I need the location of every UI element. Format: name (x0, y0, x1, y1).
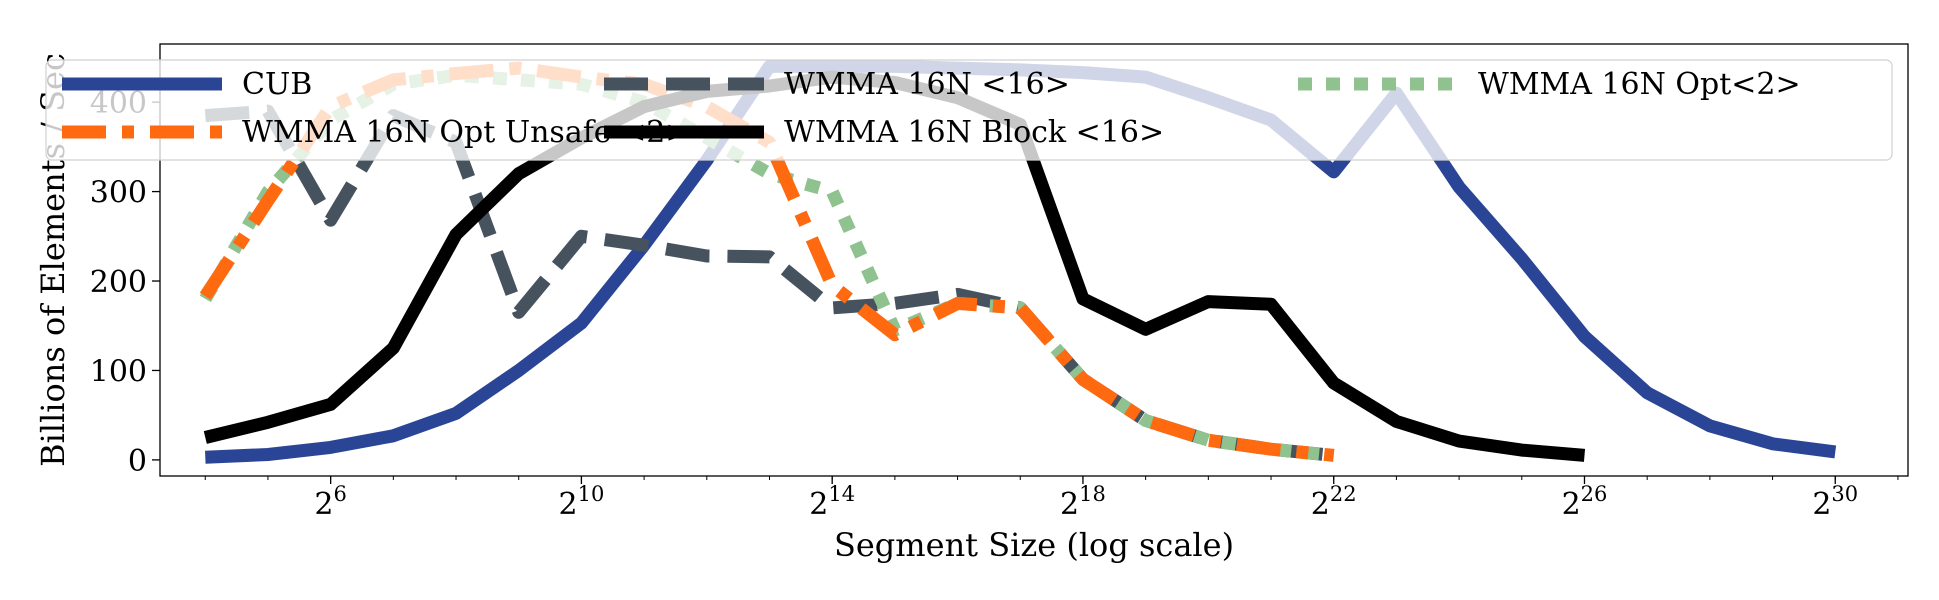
x-tick-label-3: 218 (1060, 482, 1106, 522)
y-tick-label-1: 100 (90, 354, 147, 389)
series-line-1 (204, 104, 1335, 462)
legend: CUB WMMA 16N <16> WMMA 16N Opt<2> WMMA 16N … (45, 59, 1893, 161)
plot-frame (159, 43, 1909, 477)
x-axis-label: Segment Size (log scale) (834, 526, 1234, 564)
y-tick-label-2: 200 (90, 265, 147, 300)
x-tick-label-5: 226 (1562, 482, 1608, 522)
y-tick-label-0: 0 (128, 444, 147, 479)
y-tick-label-3: 300 (90, 176, 147, 211)
x-tick-label-0: 26 (314, 482, 346, 522)
legend-frame (45, 59, 1893, 161)
x-tick-label-2: 214 (809, 482, 855, 522)
x-tick-label-1: 210 (559, 482, 605, 522)
legend-label-4: WMMA 16N Block <16> (784, 115, 1164, 150)
x-tick-label-4: 222 (1311, 482, 1357, 522)
x-tick-label-6: 230 (1812, 482, 1858, 522)
legend-label-1: WMMA 16N <16> (784, 67, 1070, 102)
legend-label-2: WMMA 16N Opt<2> (1478, 67, 1801, 102)
legend-label-0: CUB (242, 67, 312, 102)
